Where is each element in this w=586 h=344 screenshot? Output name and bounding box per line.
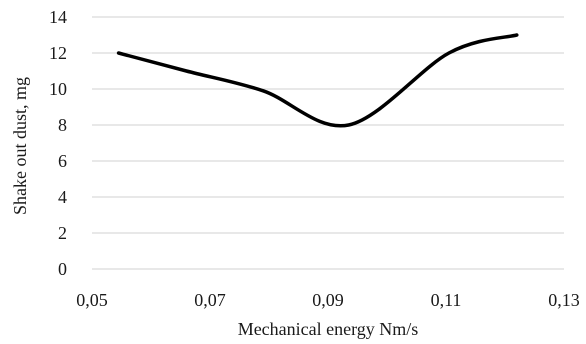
x-tick-label: 0,09 <box>312 290 344 310</box>
gridlines <box>92 16 564 234</box>
x-axis-title: Mechanical energy Nm/s <box>238 319 419 339</box>
y-tick-label: 4 <box>58 187 67 207</box>
series-line <box>116 33 519 128</box>
y-tick-labels: 0 2 4 6 8 10 12 14 <box>49 7 67 279</box>
x-tick-label: 0,07 <box>194 290 226 310</box>
y-tick-label: 0 <box>58 259 67 279</box>
x-tick-labels: 0,05 0,07 0,09 0,11 0,13 <box>76 290 580 310</box>
x-tick-label: 0,05 <box>76 290 108 310</box>
y-tick-label: 8 <box>58 115 67 135</box>
x-tick-label: 0,11 <box>431 290 462 310</box>
x-tick-label: 0,13 <box>548 290 580 310</box>
y-tick-label: 12 <box>49 43 67 63</box>
y-axis-title: Shake out dust, mg <box>10 77 30 215</box>
y-tick-label: 14 <box>49 7 67 27</box>
y-tick-label: 6 <box>58 151 67 171</box>
y-tick-label: 2 <box>58 223 67 243</box>
series-group <box>116 33 519 128</box>
y-tick-label: 10 <box>49 79 67 99</box>
